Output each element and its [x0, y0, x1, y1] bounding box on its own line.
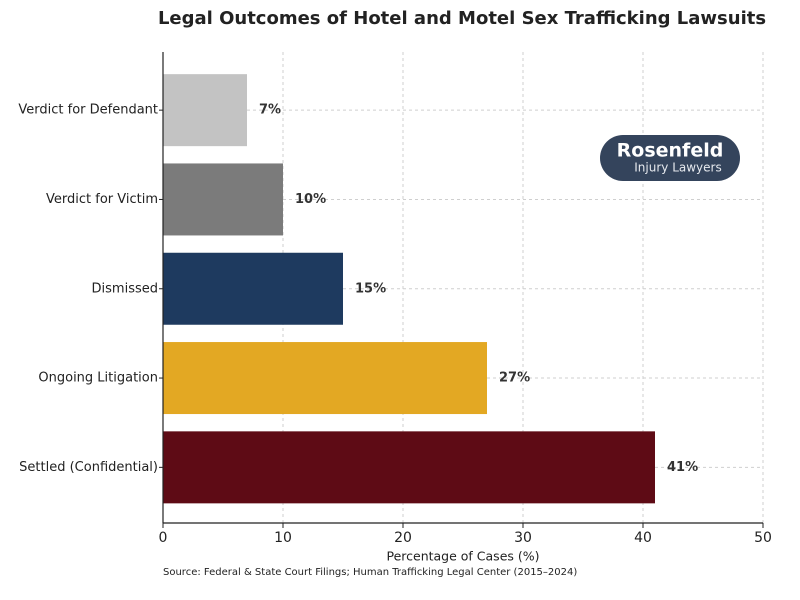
logo: Rosenfeld Injury Lawyers	[600, 135, 740, 181]
value-label: 7%	[259, 103, 281, 118]
x-tick-label: 20	[394, 530, 412, 546]
chart-title: Legal Outcomes of Hotel and Motel Sex Tr…	[158, 8, 766, 29]
source-note: Source: Federal & State Court Filings; H…	[163, 567, 577, 578]
bar	[163, 163, 283, 236]
x-tick-label: 30	[514, 530, 532, 546]
value-label: 15%	[355, 281, 386, 296]
logo-name: Rosenfeld	[617, 140, 724, 162]
bar	[163, 431, 655, 504]
bar	[163, 342, 487, 415]
y-tick-label: Verdict for Defendant	[18, 103, 158, 118]
x-tick-label: 40	[634, 530, 652, 546]
x-tick-label: 10	[274, 530, 292, 546]
value-label: 41%	[667, 460, 698, 475]
bar	[163, 74, 247, 147]
y-tick-label: Ongoing Litigation	[38, 371, 158, 386]
x-axis-label: Percentage of Cases (%)	[386, 549, 539, 564]
logo-tagline: Injury Lawyers	[634, 161, 721, 175]
value-label: 10%	[295, 192, 326, 207]
bar	[163, 252, 343, 325]
plot-area: 0 10 20 30 40 50 Verdict for Defendant 7% Verdic…	[18, 52, 772, 546]
y-tick-label: Dismissed	[92, 281, 158, 296]
x-tick-label: 0	[159, 530, 168, 546]
x-tick-label: 50	[754, 530, 772, 546]
logo-badge	[600, 135, 740, 181]
y-tick-label: Settled (Confidential)	[19, 460, 158, 475]
y-tick-label: Verdict for Victim	[46, 192, 158, 207]
value-label: 27%	[499, 371, 530, 386]
